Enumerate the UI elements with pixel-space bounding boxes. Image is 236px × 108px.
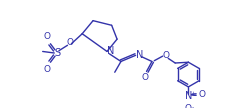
Text: S: S (54, 48, 60, 58)
Text: O: O (185, 104, 192, 108)
Text: O: O (198, 90, 205, 99)
Text: O: O (162, 51, 169, 60)
Text: O: O (43, 65, 50, 74)
Text: N: N (136, 50, 143, 60)
Text: O: O (141, 73, 148, 82)
Text: N: N (185, 91, 192, 101)
Text: -: - (192, 105, 194, 108)
Text: +: + (190, 91, 196, 96)
Text: O: O (43, 32, 50, 41)
Text: N: N (107, 46, 114, 56)
Text: O: O (66, 38, 73, 47)
